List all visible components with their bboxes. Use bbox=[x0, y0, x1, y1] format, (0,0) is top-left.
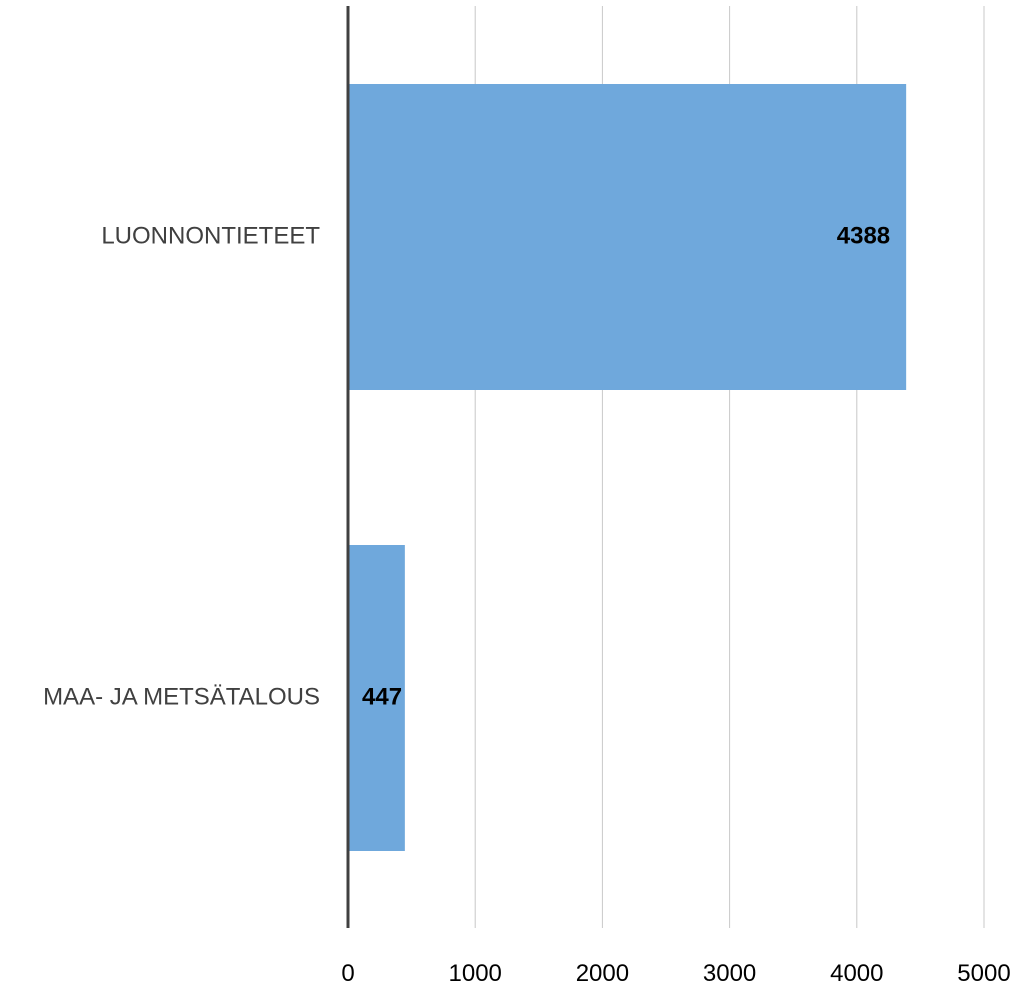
data-label-1: 4388 bbox=[837, 222, 890, 249]
data-labels: 4388 447 bbox=[362, 222, 890, 710]
data-label-2: 447 bbox=[362, 683, 402, 710]
bar-1 bbox=[348, 84, 907, 390]
tick-label-4000: 4000 bbox=[830, 960, 883, 986]
category-label-2: MAA- JA METSÄTALOUS bbox=[43, 683, 320, 710]
tick-labels: 0 1000 2000 3000 4000 5000 bbox=[341, 960, 1010, 986]
tick-label-2000: 2000 bbox=[576, 960, 629, 986]
category-labels: LUONNONTIETEET MAA- JA METSÄTALOUS bbox=[43, 222, 320, 710]
tick-label-5000: 5000 bbox=[957, 960, 1010, 986]
tick-label-3000: 3000 bbox=[703, 960, 756, 986]
bar-2 bbox=[348, 545, 405, 851]
tick-label-1000: 1000 bbox=[449, 960, 502, 986]
bars bbox=[348, 84, 907, 851]
tick-label-0: 0 bbox=[341, 960, 354, 986]
category-label-1: LUONNONTIETEET bbox=[101, 222, 320, 249]
